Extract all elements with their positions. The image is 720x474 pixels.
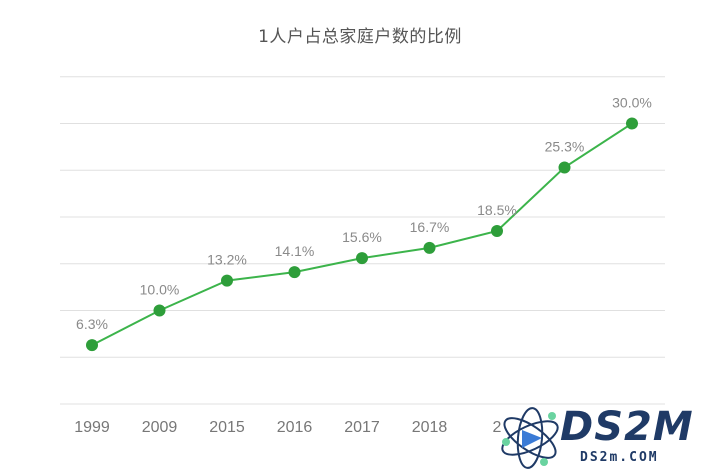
data-point: [558, 161, 571, 174]
x-tick-label: 2017: [344, 419, 380, 436]
data-point: [491, 225, 503, 238]
data-point: [288, 266, 301, 279]
data-point: [626, 117, 638, 130]
data-labels: 6.3% 10.0% 13.2% 14.1% 15.6% 16.7% 18.5% 25.3% 3…: [76, 95, 652, 333]
x-tick-label: 1999: [74, 419, 110, 436]
data-point: [221, 274, 233, 287]
data-point: [86, 339, 98, 352]
data-label: 16.7%: [410, 219, 450, 235]
watermark-brand: DS2M: [560, 404, 694, 450]
x-tick-label: 2: [493, 419, 502, 436]
data-label: 14.1%: [275, 243, 315, 259]
data-label: 6.3%: [76, 316, 108, 332]
x-tick-label: 2009: [142, 419, 178, 436]
data-point: [153, 304, 166, 317]
x-tick-label: 2016: [277, 419, 313, 436]
data-label: 18.5%: [477, 202, 517, 218]
data-points: [86, 117, 638, 352]
data-label: 10.0%: [140, 282, 180, 298]
data-label: 15.6%: [342, 229, 382, 245]
data-point: [423, 241, 436, 254]
watermark-logo: DS2M DS2m.COM: [492, 402, 720, 474]
x-tick-label: 2015: [209, 419, 245, 436]
chart-title: 1人户占总家庭户数的比例: [258, 27, 462, 47]
data-label: 25.3%: [545, 138, 585, 154]
x-axis-ticks: 1999 2009 2015 2016 2017 2018 2: [74, 419, 501, 436]
watermark-url: DS2m.COM: [580, 450, 659, 465]
data-label: 13.2%: [207, 252, 247, 268]
atom-icon: [501, 407, 559, 469]
x-tick-label: 2018: [412, 419, 448, 436]
data-point: [356, 252, 368, 265]
data-label: 30.0%: [612, 95, 652, 111]
